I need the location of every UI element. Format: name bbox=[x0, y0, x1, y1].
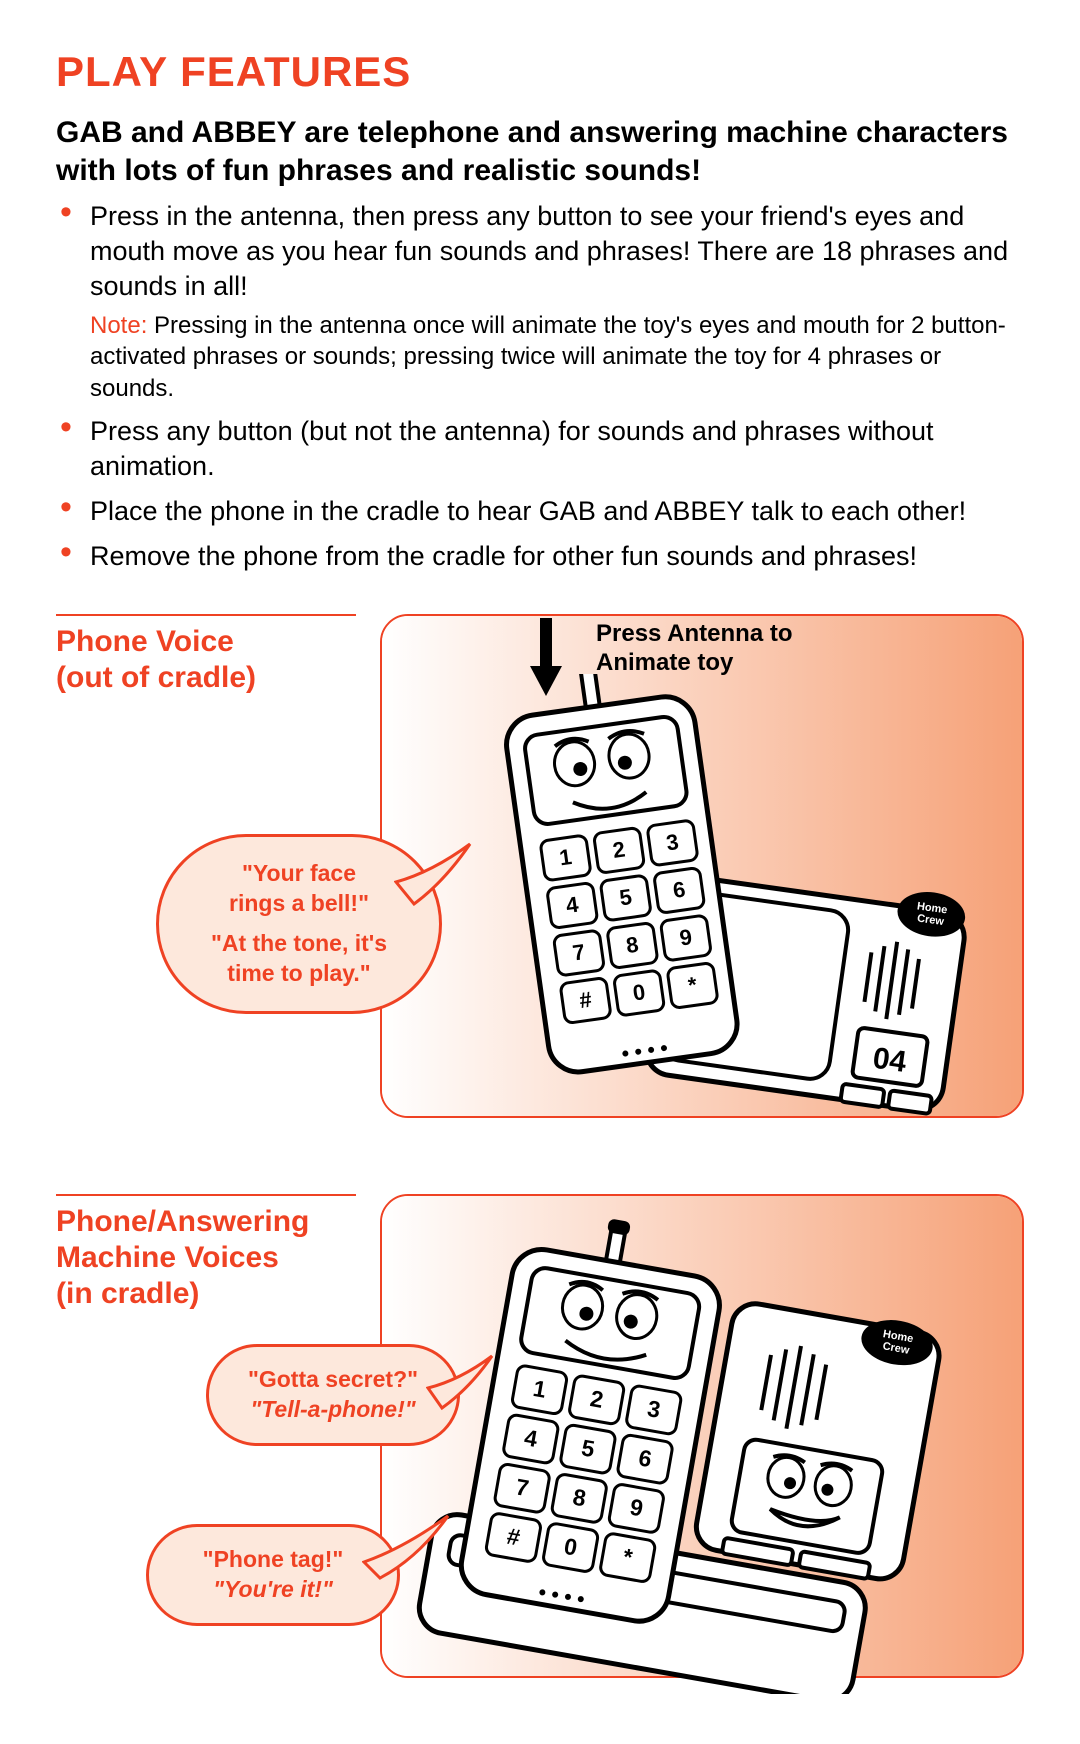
note-text: Pressing in the antenna once will animat… bbox=[90, 312, 1006, 401]
speech-bubble: "Gotta secret?" "Tell-a-phone!" bbox=[206, 1344, 460, 1446]
bullet-item: Place the phone in the cradle to hear GA… bbox=[56, 494, 1024, 529]
panel-rule bbox=[56, 614, 356, 616]
bubble-line: "Tell-a-phone!" bbox=[233, 1395, 433, 1425]
bullet-item: Remove the phone from the cradle for oth… bbox=[56, 539, 1024, 574]
panel-title-line: (in cradle) bbox=[56, 1277, 199, 1310]
speech-bubble-tail-icon bbox=[362, 1514, 452, 1584]
bullet-text: Place the phone in the cradle to hear GA… bbox=[90, 496, 966, 526]
bullet-text: Remove the phone from the cradle for oth… bbox=[90, 541, 917, 571]
toy-illustration-out-of-cradle: 04 Home Crew bbox=[396, 674, 1016, 1134]
bubble-line: "You're it!" bbox=[173, 1575, 373, 1605]
panel-rule bbox=[56, 1194, 356, 1196]
bullet-item: Press in the antenna, then press any but… bbox=[56, 199, 1024, 404]
note-label: Note: bbox=[90, 312, 147, 339]
speech-bubble-tail-icon bbox=[394, 842, 474, 912]
note: Note: Pressing in the antenna once will … bbox=[90, 310, 1024, 404]
panel-in-cradle: Phone/Answering Machine Voices (in cradl… bbox=[56, 1194, 1024, 1704]
feature-list: Press in the antenna, then press any but… bbox=[56, 199, 1024, 574]
bullet-text: Press in the antenna, then press any but… bbox=[90, 201, 1008, 301]
bullet-text: Press any button (but not the antenna) f… bbox=[90, 416, 934, 481]
bubble-line: "Phone tag!" bbox=[173, 1545, 373, 1575]
bubble-line: rings a bell!" bbox=[189, 889, 409, 919]
panel-title-line: Phone Voice bbox=[56, 625, 234, 658]
page-title: PLAY FEATURES bbox=[56, 48, 1024, 96]
panel-title-line: Machine Voices bbox=[56, 1241, 279, 1274]
panel-title-line: Phone/Answering bbox=[56, 1205, 309, 1238]
speech-bubble-tail-icon bbox=[426, 1354, 496, 1414]
panel-title: Phone Voice (out of cradle) bbox=[56, 624, 356, 696]
bubble-line: "Your face bbox=[189, 859, 409, 889]
bubble-line: "At the tone, it's bbox=[189, 929, 409, 959]
cradle-display: 04 bbox=[871, 1042, 909, 1079]
antenna-label-line: Press Antenna to bbox=[596, 620, 793, 647]
panel-phone-voice: Phone Voice (out of cradle) Press Antenn… bbox=[56, 614, 1024, 1134]
bubble-line: time to play." bbox=[189, 959, 409, 989]
antenna-label: Press Antenna to Animate toy bbox=[596, 620, 793, 678]
page: PLAY FEATURES GAB and ABBEY are telephon… bbox=[0, 0, 1080, 1744]
bullet-item: Press any button (but not the antenna) f… bbox=[56, 414, 1024, 484]
intro-text: GAB and ABBEY are telephone and answerin… bbox=[56, 114, 1024, 189]
panel-title: Phone/Answering Machine Voices (in cradl… bbox=[56, 1204, 356, 1312]
antenna-label-line: Animate toy bbox=[596, 649, 733, 676]
toy-illustration-in-cradle: Home Crew bbox=[396, 1204, 1026, 1694]
panel-title-line: (out of cradle) bbox=[56, 661, 256, 694]
bubble-line: "Gotta secret?" bbox=[233, 1365, 433, 1395]
